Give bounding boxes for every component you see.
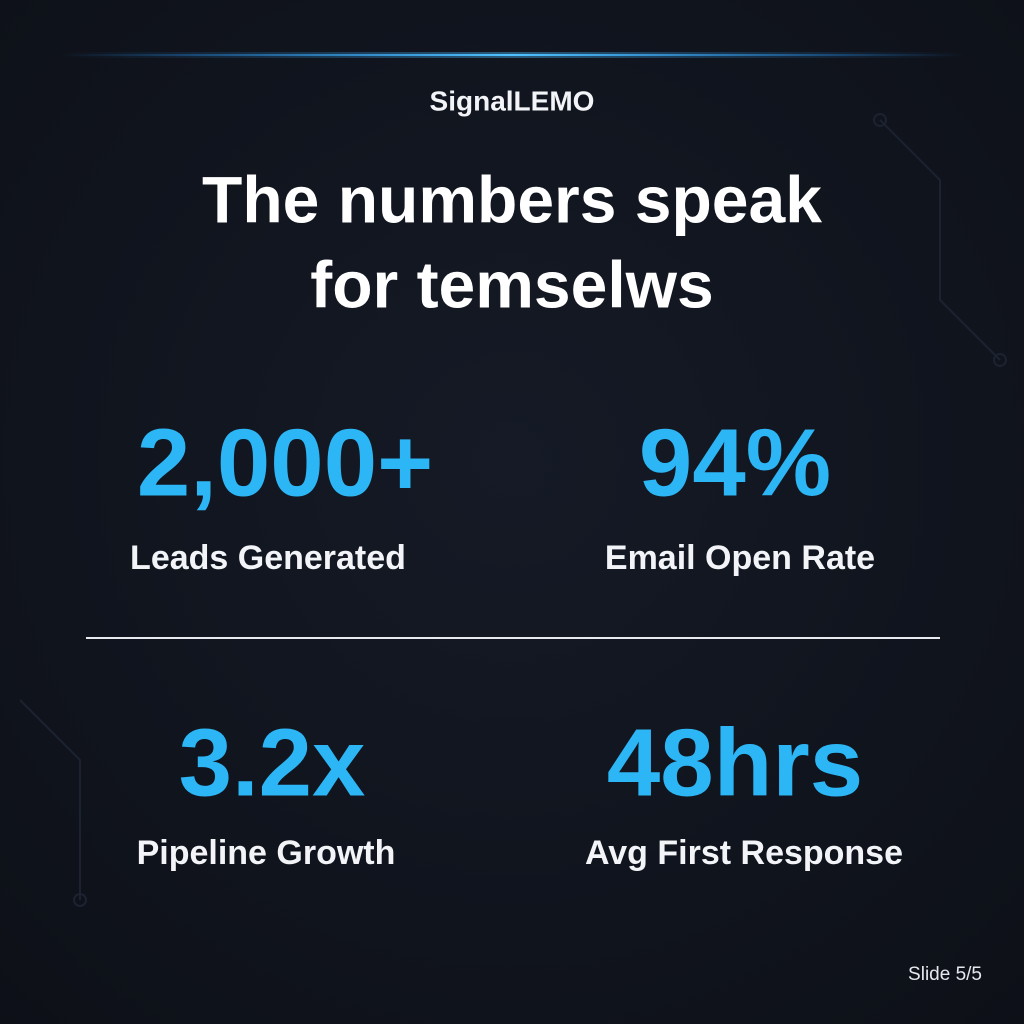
top-line — [60, 54, 964, 56]
title-line: for temselws — [310, 247, 713, 321]
brand: SignalLEMO — [430, 85, 595, 116]
stat-value: 48hrs — [607, 709, 863, 816]
stat-label: Email Open Rate — [605, 539, 875, 577]
stat-value: 2,000+ — [137, 409, 433, 516]
stat-value: 3.2x — [179, 709, 366, 816]
stat-value: 94% — [639, 409, 831, 516]
slide-number: Slide 5/5 — [908, 964, 982, 985]
stat-label: Avg First Response — [585, 834, 903, 872]
stat-label: Leads Generated — [130, 539, 406, 577]
circuit-decoration — [19, 113, 1007, 907]
stat-label: Pipeline Growth — [137, 834, 396, 872]
title-line: The numbers speak — [202, 162, 822, 236]
